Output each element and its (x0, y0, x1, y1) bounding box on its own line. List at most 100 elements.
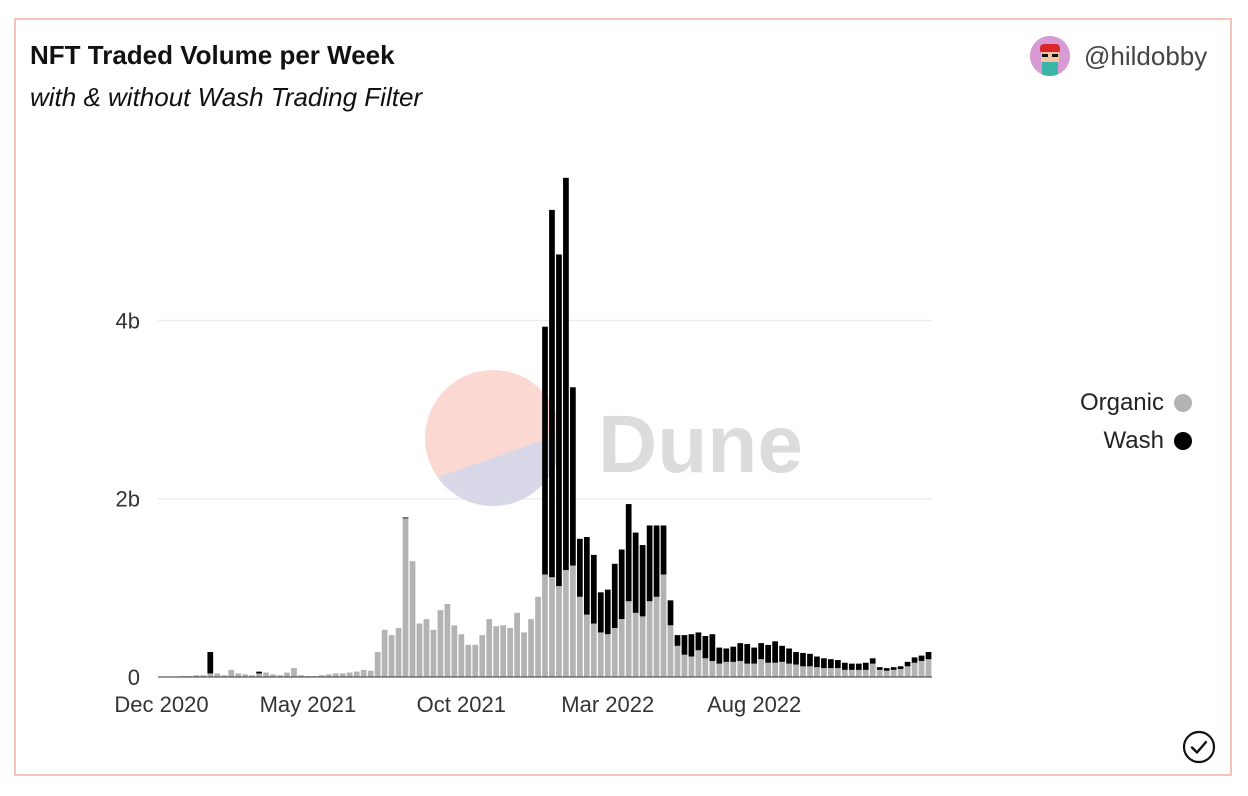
bar-wash[interactable] (709, 634, 716, 661)
bar-organic[interactable] (263, 672, 269, 677)
bar-organic[interactable] (493, 626, 500, 677)
bar-organic[interactable] (737, 660, 744, 677)
bar-organic[interactable] (570, 565, 576, 677)
bar-organic[interactable] (876, 669, 883, 677)
bar-organic[interactable] (681, 654, 688, 677)
bar-organic[interactable] (618, 619, 625, 677)
bar-wash[interactable] (618, 549, 625, 620)
bar-organic[interactable] (507, 627, 513, 677)
bar-organic[interactable] (319, 675, 325, 677)
bar-wash[interactable] (570, 387, 576, 566)
bar-organic[interactable] (695, 650, 702, 677)
bar-wash[interactable] (256, 671, 262, 674)
bar-wash[interactable] (639, 545, 646, 617)
bar-wash[interactable] (563, 177, 569, 571)
bar-organic[interactable] (821, 668, 827, 677)
bar-organic[interactable] (869, 663, 876, 677)
bar-organic[interactable] (458, 634, 465, 677)
bar-organic[interactable] (228, 669, 235, 677)
bar-organic[interactable] (841, 669, 848, 677)
bar-wash[interactable] (702, 636, 709, 659)
bar-organic[interactable] (193, 675, 200, 677)
bar-organic[interactable] (242, 674, 249, 677)
bar-wash[interactable] (821, 658, 827, 669)
bar-organic[interactable] (577, 596, 583, 677)
bar-organic[interactable] (381, 629, 388, 677)
bar-organic[interactable] (374, 652, 381, 677)
bar-organic[interactable] (639, 616, 646, 677)
avatar[interactable] (1030, 36, 1070, 76)
bar-organic[interactable] (325, 674, 332, 677)
bar-organic[interactable] (284, 672, 290, 677)
bar-organic[interactable] (814, 667, 820, 677)
bar-organic[interactable] (597, 632, 604, 677)
bar-organic[interactable] (346, 672, 353, 677)
bar-organic[interactable] (716, 663, 723, 677)
bar-wash[interactable] (688, 634, 695, 657)
bar-organic[interactable] (423, 619, 430, 677)
bar-organic[interactable] (632, 612, 639, 677)
bar-organic[interactable] (437, 610, 444, 677)
bar-wash[interactable] (918, 655, 925, 661)
bar-organic[interactable] (277, 675, 283, 677)
bar-wash[interactable] (925, 652, 932, 660)
bar-wash[interactable] (911, 657, 918, 663)
bar-wash[interactable] (855, 663, 862, 670)
bar-organic[interactable] (897, 668, 904, 677)
bar-wash[interactable] (549, 209, 555, 578)
bar-wash[interactable] (876, 667, 883, 670)
bar-wash[interactable] (862, 662, 869, 670)
author-badge[interactable]: @hildobby (1030, 36, 1207, 76)
bar-wash[interactable] (583, 537, 590, 615)
bar-wash[interactable] (590, 554, 597, 624)
bar-organic[interactable] (402, 518, 409, 677)
bar-wash[interactable] (793, 652, 799, 665)
bar-organic[interactable] (221, 675, 228, 677)
bar-organic[interactable] (674, 645, 681, 677)
bar-organic[interactable] (360, 669, 367, 677)
bar-organic[interactable] (451, 625, 458, 677)
bar-wash[interactable] (723, 648, 730, 662)
bar-wash[interactable] (597, 592, 604, 633)
bar-organic[interactable] (486, 619, 493, 677)
bar-wash[interactable] (807, 653, 813, 667)
bar-wash[interactable] (611, 563, 618, 628)
bar-organic[interactable] (765, 662, 771, 677)
bar-organic[interactable] (779, 661, 785, 677)
bar-organic[interactable] (723, 661, 730, 677)
bar-wash[interactable] (660, 525, 667, 575)
bar-wash[interactable] (667, 600, 674, 626)
legend-item-organic[interactable]: Organic (1080, 384, 1192, 422)
bar-organic[interactable] (409, 561, 416, 677)
bar-organic[interactable] (848, 669, 855, 677)
bar-organic[interactable] (528, 619, 534, 677)
bar-organic[interactable] (890, 669, 897, 677)
bar-organic[interactable] (563, 570, 569, 677)
bar-wash[interactable] (841, 662, 848, 670)
bar-wash[interactable] (695, 632, 702, 651)
bar-wash[interactable] (556, 254, 562, 587)
bar-organic[interactable] (702, 658, 709, 677)
bar-organic[interactable] (625, 601, 632, 677)
bar-organic[interactable] (472, 644, 479, 677)
legend-item-wash[interactable]: Wash (1080, 422, 1192, 460)
bar-organic[interactable] (653, 596, 660, 677)
bar-organic[interactable] (862, 669, 869, 677)
bar-organic[interactable] (646, 601, 653, 677)
bar-organic[interactable] (855, 669, 862, 677)
bar-wash[interactable] (730, 646, 737, 662)
bar-organic[interactable] (395, 627, 402, 677)
bar-organic[interactable] (430, 629, 437, 677)
bar-organic[interactable] (904, 666, 911, 677)
bar-organic[interactable] (256, 673, 262, 677)
bar-wash[interactable] (765, 644, 771, 663)
bar-wash[interactable] (814, 656, 820, 668)
bar-wash[interactable] (751, 647, 758, 664)
bar-organic[interactable] (730, 661, 737, 677)
bar-organic[interactable] (590, 623, 597, 677)
check-circle-icon[interactable] (1182, 730, 1216, 764)
bar-wash[interactable] (681, 635, 688, 655)
bar-organic[interactable] (542, 574, 548, 677)
bar-organic[interactable] (249, 675, 255, 677)
bar-organic[interactable] (514, 612, 520, 677)
